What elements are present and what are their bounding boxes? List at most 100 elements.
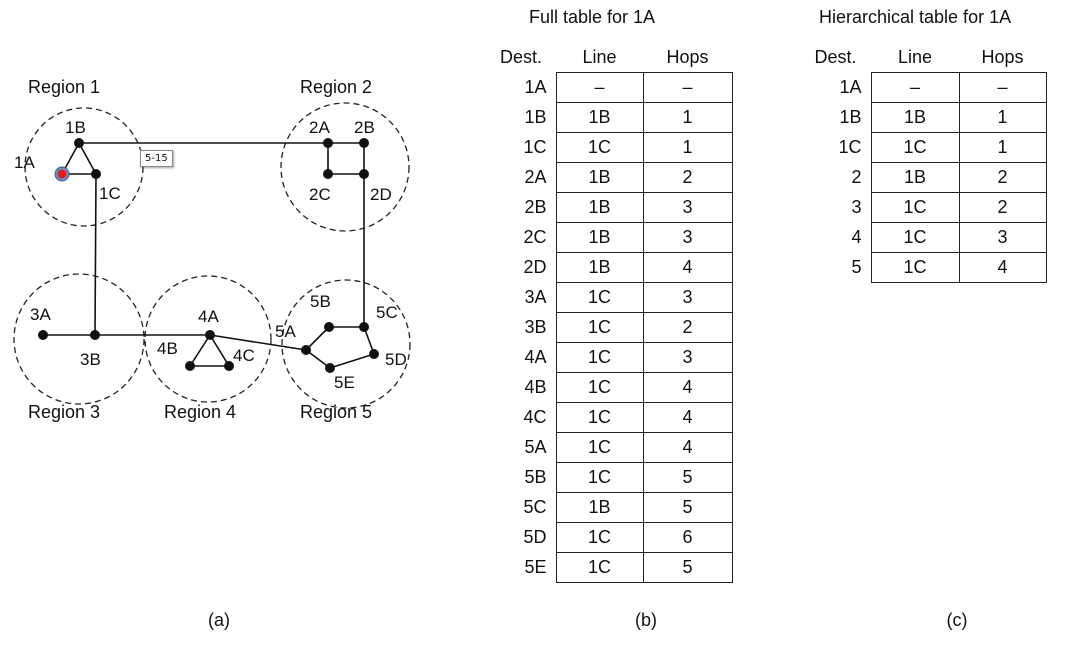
line-cell: 1C [555, 402, 644, 433]
node-label-5A: 5A [275, 322, 296, 341]
tooltip: 5-15 [140, 150, 173, 167]
region-label-4: Region 4 [164, 402, 236, 422]
region-boundaries [13, 102, 411, 409]
dest-cell: 4C [523, 407, 547, 427]
node-5B [324, 322, 334, 332]
node-2D [359, 169, 369, 179]
node-label-2D: 2D [370, 185, 392, 204]
hops-cell: 1 [642, 102, 733, 133]
line-cell: – [870, 72, 960, 103]
dest-cell: 1B [839, 107, 862, 127]
node-label-1C: 1C [99, 184, 121, 203]
node-label-5D: 5D [385, 350, 407, 369]
table-header-row: Dest. Line Hops [486, 42, 732, 73]
line-cell: 1C [555, 132, 644, 163]
node-label-2B: 2B [354, 118, 375, 137]
line-cell: 1C [870, 252, 960, 283]
table-header-row: Dest. Line Hops [800, 42, 1046, 73]
node-label-4B: 4B [157, 339, 178, 358]
line-cell: 1B [555, 192, 644, 223]
hops-cell: 4 [642, 432, 733, 463]
dest-cell: 3B [524, 317, 547, 337]
dest-cell: 5 [851, 257, 862, 277]
hier-table-title: Hierarchical table for 1A [819, 7, 1012, 27]
table-row: 1C 1C 1 [486, 132, 733, 163]
link-1B-1C [78, 142, 97, 175]
table-row: 3 1C 2 [800, 192, 1047, 223]
region-label-1: Region 1 [28, 77, 100, 97]
region-1-boundary [24, 107, 144, 227]
hops-cell: 4 [642, 402, 733, 433]
node-label-5C: 5C [376, 303, 398, 322]
node-label-1B: 1B [65, 118, 86, 137]
table-row: 1B 1B 1 [800, 102, 1047, 133]
link-4C-4A [209, 334, 230, 367]
line-cell: – [555, 72, 644, 103]
region-label-2: Region 2 [300, 77, 372, 97]
header-line: Line [582, 46, 617, 67]
link-1C-3B [94, 173, 97, 336]
node-5D [369, 349, 379, 359]
hops-cell: – [642, 72, 733, 103]
table-row: 2 1B 2 [800, 162, 1047, 193]
dest-cell: 1A [839, 77, 862, 97]
caption-a: (a) [208, 610, 230, 630]
dest-cell: 4A [524, 347, 547, 367]
node-4A [205, 330, 215, 340]
header-hops: Hops [666, 46, 709, 67]
dest-cell: 5E [524, 557, 547, 577]
link-4A-5A [209, 334, 307, 351]
hops-cell: 2 [642, 312, 733, 343]
dest-cell: 2D [523, 257, 547, 277]
table-row: 2D 1B 4 [486, 252, 733, 283]
node-label-4C: 4C [233, 346, 255, 365]
table-row: 5C 1B 5 [486, 492, 733, 523]
hops-cell: 4 [958, 252, 1047, 283]
line-cell: 1B [555, 252, 644, 283]
dest-cell: 5D [523, 527, 547, 547]
hops-cell: 2 [642, 162, 733, 193]
dest-cell: 1B [524, 107, 547, 127]
hops-cell: 5 [642, 492, 733, 523]
node-2A [323, 138, 333, 148]
line-cell: 1C [555, 462, 644, 493]
line-cell: 1B [870, 102, 960, 133]
hier-table-body: 1A – –1B 1B 1 1C 1C 1 2 1B 2 3 1C 2 4 1C 3 5 1C 4 [800, 72, 1047, 283]
region-label-3: Region 3 [28, 402, 100, 422]
dest-cell: 4B [524, 377, 547, 397]
table-row: 1B 1B 1 [486, 102, 733, 133]
node-1A[interactable] [57, 169, 67, 179]
node-label-5E: 5E [334, 373, 355, 392]
dest-cell: 1C [838, 137, 862, 157]
line-cell: 1C [870, 192, 960, 223]
link-5D-5E [329, 353, 375, 369]
network-diagram: 1A 1B 1C 2A 2B 2C 2D 3A 3B 4A 4B 4C 5A 5… [13, 77, 411, 422]
region-labels: Region 1 Region 2 Region 3 Region 4 Regi… [28, 77, 372, 422]
table-row: 4C 1C 4 [486, 402, 733, 433]
hops-cell: 6 [642, 522, 733, 553]
hops-cell: 3 [642, 192, 733, 223]
region-4-boundary [144, 275, 272, 403]
line-cell: 1B [555, 222, 644, 253]
line-cell: 1C [555, 522, 644, 553]
table-row: 2B 1B 3 [486, 192, 733, 223]
node-3A [38, 330, 48, 340]
table-row: 2C 1B 3 [486, 222, 733, 253]
hops-cell: 4 [642, 372, 733, 403]
node-5A [301, 345, 311, 355]
table-row: 4B 1C 4 [486, 372, 733, 403]
hops-cell: 5 [642, 552, 733, 583]
table-row: 1A – – [486, 72, 733, 103]
table-row: 5A 1C 4 [486, 432, 733, 463]
line-cell: 1B [555, 162, 644, 193]
hops-cell: 4 [642, 252, 733, 283]
header-dest: Dest. [499, 46, 542, 67]
hierarchical-routing-table: Dest. Line Hops 1A – –1B 1B 1 1C 1C 1 2 1B 2 3 1C 2 4 1… [800, 42, 1047, 283]
node-5E [325, 363, 335, 373]
dest-cell: 5B [524, 467, 547, 487]
caption-c: (c) [946, 610, 968, 630]
link-4A-4B [189, 334, 211, 367]
region-label-5: Region 5 [300, 402, 372, 422]
full-table-body: 1A – –1B 1B 1 1C 1C 1 2A 1B 2 2B 1B 3 2C 1B 3 2D 1B 4 3A 1C 3 3… [486, 72, 733, 583]
header-dest: Dest. [814, 46, 857, 67]
